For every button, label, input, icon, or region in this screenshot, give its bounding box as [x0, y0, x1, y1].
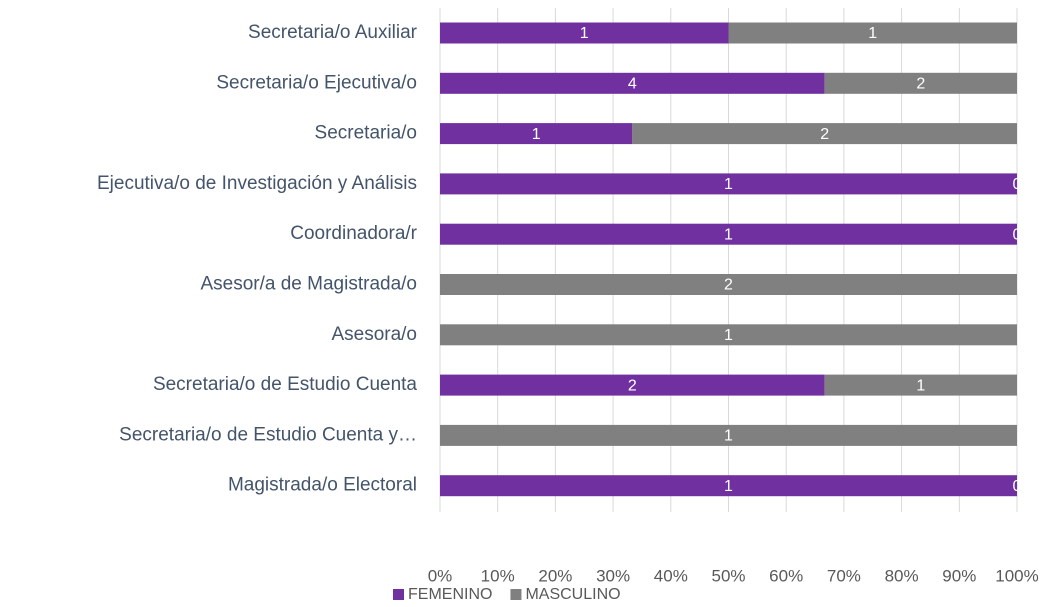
data-label: 1 [916, 377, 925, 394]
bar-segment [440, 374, 825, 396]
data-label: 1 [724, 176, 733, 193]
bar-segment [728, 22, 1017, 44]
x-tick-label: 10% [481, 566, 515, 585]
category-label: Asesora/o [331, 324, 417, 345]
x-tick-label: 70% [827, 566, 861, 585]
data-label: 0 [1013, 478, 1022, 495]
bar-segment [440, 173, 1017, 195]
bar-segment [440, 324, 1017, 346]
bar-segment [824, 72, 1017, 94]
data-label: 1 [724, 327, 733, 344]
legend-label: FEMENINO [408, 586, 492, 603]
x-tick-label: 20% [538, 566, 572, 585]
labels: 0% 10% 20% 30% 40% 50% 60% 70% 80% 90% 100% Secreta… [97, 22, 1039, 603]
category-label: Ejecutiva/o de Investigación y Análisis [97, 173, 417, 194]
category-label: Magistrada/o Electoral [228, 475, 417, 496]
bar-segment [824, 374, 1017, 396]
data-label: 0 [1013, 176, 1022, 193]
category-label: Secretaria/o de Estudio Cuenta y… [119, 424, 417, 445]
x-tick-label: 50% [711, 566, 745, 585]
legend-swatch [393, 589, 404, 600]
bar-segment [440, 475, 1017, 497]
bars: 11421210100201210110 [440, 22, 1022, 497]
category-label: Secretaria/o Ejecutiva/o [216, 72, 417, 93]
category-label: Asesor/a de Magistrada/o [200, 274, 417, 295]
x-tick-label: 30% [596, 566, 630, 585]
legend-swatch [510, 589, 522, 600]
data-label: 1 [724, 478, 733, 495]
bar-segment [440, 424, 1017, 446]
category-label: Secretaria/o Auxiliar [248, 22, 418, 43]
category-label: Coordinadora/r [290, 223, 417, 244]
x-tick-label: 60% [769, 566, 803, 585]
data-label: 1 [868, 25, 877, 42]
data-label: 2 [916, 76, 925, 93]
data-label: 2 [724, 277, 733, 294]
data-label: 1 [724, 428, 733, 445]
x-tick-label: 0% [428, 566, 453, 585]
x-tick-label: 40% [654, 566, 688, 585]
category-label: Secretaria/o [315, 123, 417, 144]
bar-segment [440, 72, 825, 94]
data-label: 2 [628, 377, 637, 394]
data-label: 1 [724, 226, 733, 243]
bar-segment [440, 223, 1017, 245]
data-label: 2 [820, 126, 829, 143]
data-label: 1 [580, 25, 589, 42]
legend-label: MASCULINO [525, 586, 620, 603]
bar-segment [632, 123, 1017, 145]
bar-segment [440, 123, 633, 145]
data-label: 0 [1013, 226, 1022, 243]
bar-segment [440, 274, 1017, 295]
x-tick-label: 100% [995, 566, 1038, 585]
category-label: Secretaria/o de Estudio Cuenta [153, 374, 417, 395]
bar-segment [440, 22, 729, 44]
x-tick-label: 80% [885, 566, 919, 585]
data-label: 1 [532, 126, 541, 143]
data-label: 4 [628, 76, 637, 93]
x-tick-label: 90% [942, 566, 976, 585]
